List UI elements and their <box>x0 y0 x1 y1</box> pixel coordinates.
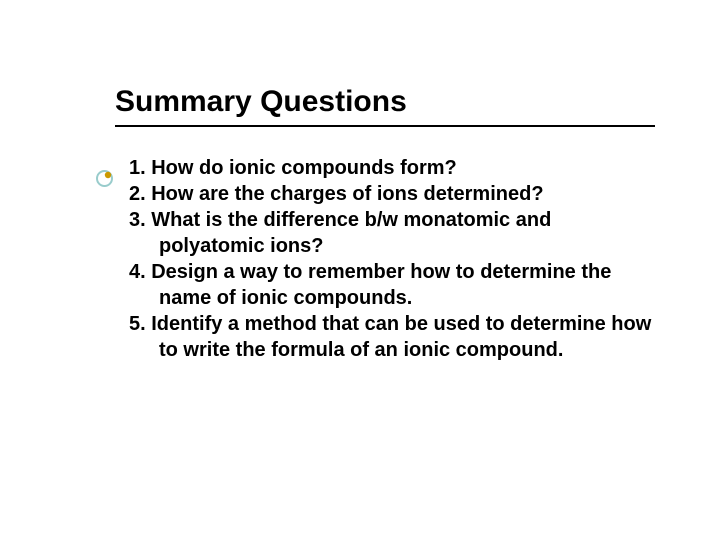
question-text: 5. Identify a method that can be used to… <box>129 311 660 363</box>
list-item: 5. Identify a method that can be used to… <box>129 311 660 363</box>
list-item: 4. Design a way to remember how to deter… <box>129 259 660 311</box>
list-item: 1. How do ionic compounds form? <box>129 155 660 181</box>
bullet-ring-icon <box>96 170 113 187</box>
question-text: 4. Design a way to remember how to deter… <box>129 259 660 311</box>
question-text: 3. What is the difference b/w monatomic … <box>129 207 660 259</box>
title-underline <box>115 125 655 127</box>
question-text: 2. How are the charges of ions determine… <box>129 181 660 207</box>
slide-title: Summary Questions <box>115 85 660 119</box>
list-item: 2. How are the charges of ions determine… <box>129 181 660 207</box>
question-text: 1. How do ionic compounds form? <box>129 155 660 181</box>
list-item: 3. What is the difference b/w monatomic … <box>129 207 660 259</box>
slide-container: Summary Questions 1. How do ionic compou… <box>0 0 720 363</box>
questions-list: 1. How do ionic compounds form? 2. How a… <box>115 155 660 363</box>
